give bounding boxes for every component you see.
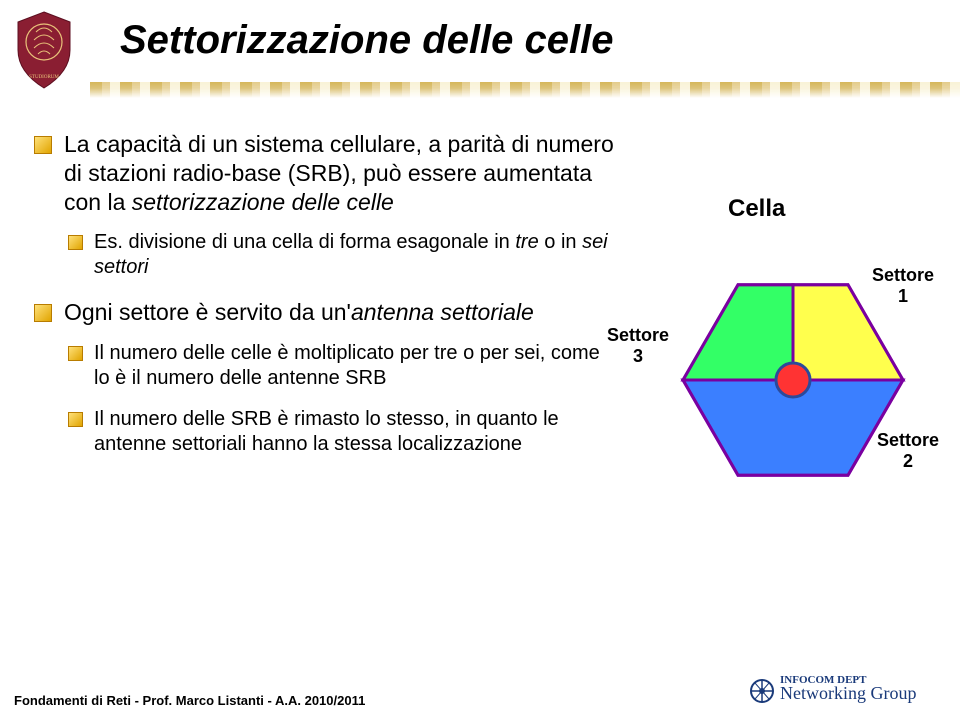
bullet-2a: Il numero delle celle è moltiplicato per… xyxy=(64,341,620,391)
bullet-2-text: Ogni settore è servito da un' xyxy=(64,299,351,325)
svg-text:STUDIORUM: STUDIORUM xyxy=(29,75,59,80)
cell-figure: Cella Settore1 Settore2 Settore3 xyxy=(648,195,938,545)
footer-right-logo: INFOCOM DEPT Networking Group xyxy=(746,667,946,712)
footer-right-bottom: Networking Group xyxy=(780,683,916,703)
slide-title: Settorizzazione delle celle xyxy=(120,18,614,63)
bullet-2: Ogni settore è servito da un'antenna set… xyxy=(30,298,620,457)
bullet-1a: Es. divisione di una cella di forma esag… xyxy=(64,230,620,280)
bullet-2-italic: antenna settoriale xyxy=(351,299,534,325)
bullet-1a-mid: o in xyxy=(539,231,582,253)
bullet-1: La capacità di un sistema cellulare, a p… xyxy=(30,130,620,280)
sector-1-label: Settore1 xyxy=(863,265,943,307)
content-region: La capacità di un sistema cellulare, a p… xyxy=(30,130,620,475)
bullet-1-italic: settorizzazione delle celle xyxy=(132,189,394,215)
bullet-2b: Il numero delle SRB è rimasto lo stesso,… xyxy=(64,407,620,457)
title-underline xyxy=(90,82,960,98)
bullet-1a-pre: Es. divisione di una cella di forma esag… xyxy=(94,231,515,253)
university-logo: STUDIORUM xyxy=(14,10,74,90)
bullet-1a-ital1: tre xyxy=(515,231,538,253)
footer-left: Fondamenti di Reti - Prof. Marco Listant… xyxy=(14,693,365,708)
cell-label: Cella xyxy=(728,195,785,223)
sector-3-label: Settore3 xyxy=(598,325,678,367)
sector-2-label: Settore2 xyxy=(868,430,948,472)
